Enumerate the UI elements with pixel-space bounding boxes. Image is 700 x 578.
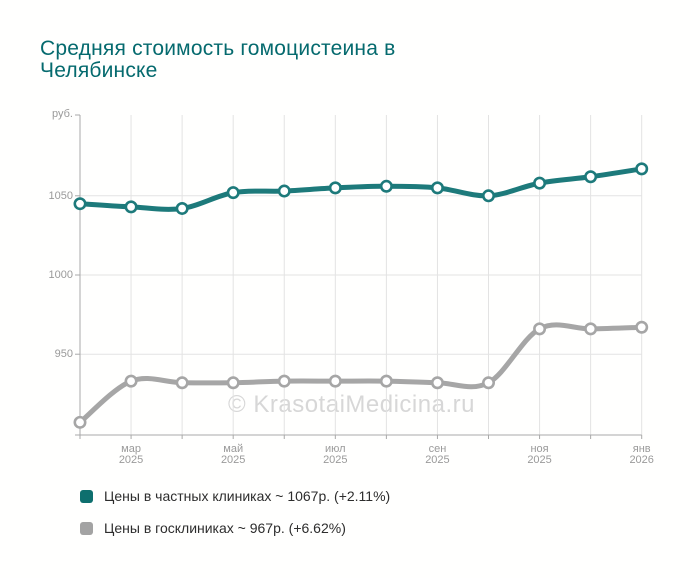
- data-point-marker: [533, 176, 547, 190]
- series-markers-state-clinics: [73, 320, 649, 429]
- data-point-marker: [533, 322, 547, 336]
- data-point-marker: [226, 186, 240, 200]
- data-point-marker: [175, 201, 189, 215]
- legend-label-private-clinics: Цены в частных клиниках ~ 1067р. (+2.11%…: [104, 488, 391, 504]
- data-point-marker: [635, 162, 649, 176]
- data-point-marker: [584, 322, 598, 336]
- data-point-marker: [73, 415, 87, 429]
- legend-label-state-clinics: Цены в госклиниках ~ 967р. (+6.62%): [104, 520, 346, 536]
- data-point-marker: [584, 170, 598, 184]
- data-point-marker: [635, 320, 649, 334]
- data-point-marker: [482, 376, 496, 390]
- data-point-marker: [430, 181, 444, 195]
- data-point-marker: [124, 374, 138, 388]
- data-point-marker: [73, 197, 87, 211]
- data-point-marker: [430, 376, 444, 390]
- series-line-private-clinics: [77, 166, 645, 212]
- chart-title: Средняя стоимость гомоцистеина в Челябин…: [40, 38, 396, 82]
- data-point-marker: [277, 184, 291, 198]
- data-point-marker: [379, 374, 393, 388]
- data-point-marker: [328, 374, 342, 388]
- chart-title-line-1: Средняя стоимость гомоцистеина в: [40, 37, 396, 60]
- watermark: © KrasotaiMedicina.ru: [228, 391, 475, 418]
- legend-swatch-private-clinics: [80, 489, 93, 503]
- data-point-marker: [226, 376, 240, 390]
- series-line-state-clinics: [77, 322, 645, 425]
- chart-title-line-2: Челябинске: [40, 59, 158, 82]
- data-point-marker: [328, 181, 342, 195]
- data-point-marker: [379, 179, 393, 193]
- grid-horizontal: [75, 195, 642, 355]
- data-point-marker: [124, 200, 138, 214]
- data-point-marker: [277, 374, 291, 388]
- legend-item-private-clinics: Цены в частных клиниках ~ 1067р. (+2.11%…: [80, 488, 391, 504]
- legend: Цены в частных клиниках ~ 1067р. (+2.11%…: [80, 488, 391, 553]
- legend-swatch-state-clinics: [80, 521, 93, 535]
- data-point-marker: [482, 189, 496, 203]
- data-point-marker: [175, 376, 189, 390]
- series-markers-private-clinics: [73, 162, 649, 215]
- legend-item-state-clinics: Цены в госклиниках ~ 967р. (+6.62%): [80, 520, 390, 536]
